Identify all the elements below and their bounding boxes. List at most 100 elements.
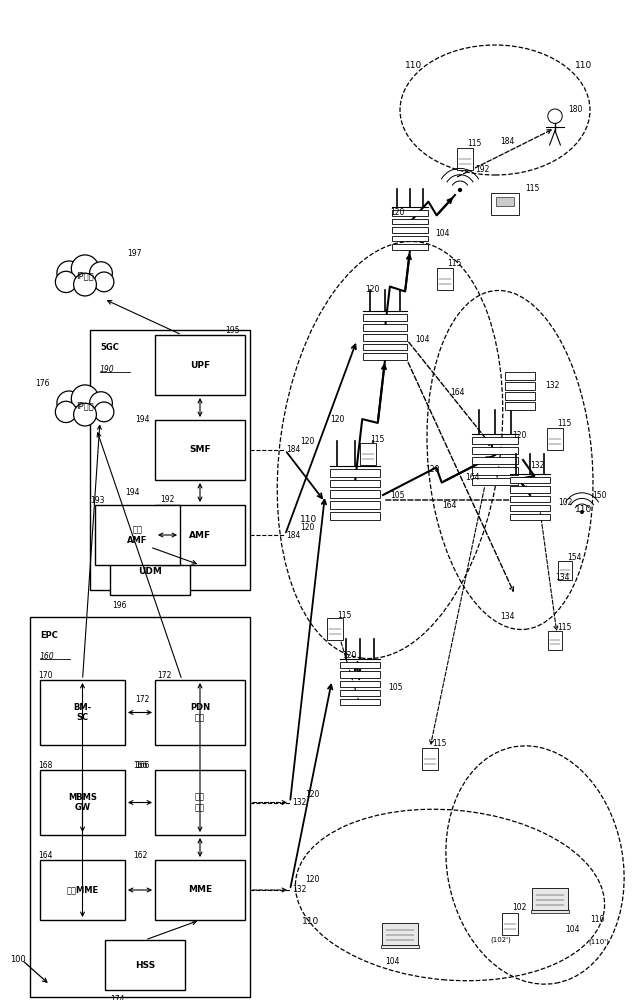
Text: 120: 120 [300,438,314,446]
Bar [510,477,550,483]
Bar [40,860,125,920]
Text: 100: 100 [10,956,26,964]
Bar [472,437,518,444]
Bar [392,236,428,241]
Text: 195: 195 [225,326,240,335]
Bar [330,512,380,520]
Text: 174: 174 [110,996,124,1000]
Bar [510,486,550,493]
Circle shape [74,403,97,426]
Text: 134: 134 [555,572,570,581]
Text: BM-
SC: BM- SC [74,703,91,722]
Bar [327,618,343,640]
Circle shape [74,273,97,296]
Bar [340,681,380,687]
Text: 132: 132 [292,886,306,894]
Text: 166: 166 [133,761,147,770]
Bar [330,501,380,509]
Text: 104: 104 [435,230,450,238]
Bar [40,770,125,835]
Text: 115: 115 [467,139,481,148]
Text: 115: 115 [447,259,462,268]
Text: 120: 120 [305,876,319,884]
Text: 110: 110 [405,60,422,70]
Bar [472,457,518,464]
Text: 110: 110 [302,918,319,926]
Bar [155,860,245,920]
Bar [510,505,550,511]
Text: 164: 164 [465,473,479,482]
Bar [392,244,428,250]
Text: 132: 132 [292,798,306,807]
Bar [491,193,519,215]
Text: 184: 184 [500,137,514,146]
Bar [505,382,535,390]
Bar [472,467,518,475]
Text: 162: 162 [133,850,147,859]
Text: (102'): (102') [490,937,511,943]
Bar [340,662,380,668]
Bar [155,770,245,835]
Bar [155,680,245,745]
Text: EPC: EPC [40,631,58,640]
Text: 132: 132 [530,460,544,470]
Circle shape [581,511,584,513]
Bar [360,443,376,465]
Text: 197: 197 [127,249,142,258]
Text: 120: 120 [425,466,439,475]
Circle shape [94,272,114,292]
Bar [110,547,190,595]
Text: (110'): (110') [588,939,609,945]
Text: 168: 168 [38,761,52,770]
Text: 166: 166 [135,761,150,770]
Text: 115: 115 [432,740,446,748]
Bar [392,227,428,233]
Text: 134: 134 [500,612,514,621]
Bar [340,699,380,705]
Text: 164: 164 [38,850,53,859]
Circle shape [548,109,562,123]
Bar [392,210,428,216]
Bar [531,910,570,913]
Text: 110: 110 [590,916,605,924]
Bar [155,420,245,480]
Bar [510,514,550,520]
Text: SMF: SMF [189,446,211,454]
Text: MBMS
GW: MBMS GW [68,793,97,812]
Text: 120: 120 [342,650,357,660]
Text: 154: 154 [567,554,582,562]
Text: 172: 172 [157,671,171,680]
Text: 160: 160 [40,652,55,661]
Text: 102: 102 [558,498,572,507]
Circle shape [458,189,462,191]
Text: 170: 170 [38,671,53,680]
Bar [340,690,380,696]
Text: 192: 192 [160,495,175,504]
Circle shape [57,391,81,415]
Bar [382,923,418,945]
Circle shape [57,261,81,285]
Text: 104: 104 [565,926,580,934]
Text: 其他MME: 其他MME [67,886,98,894]
Text: 105: 105 [388,682,403,692]
Text: 120: 120 [305,790,319,799]
Text: 120: 120 [330,416,344,424]
Text: 110: 110 [575,60,592,70]
Bar [380,945,419,948]
Circle shape [71,255,98,282]
Bar [547,428,563,450]
Text: 180: 180 [568,105,582,114]
Bar [510,496,550,502]
Text: 192: 192 [475,165,490,174]
Bar [340,671,380,678]
Text: 115: 115 [557,624,572,633]
Text: AMF: AMF [189,530,211,540]
Bar [90,330,250,590]
Circle shape [94,402,114,422]
Text: 120: 120 [300,522,314,532]
Bar [505,372,535,380]
Bar [330,469,380,477]
Bar [457,148,473,170]
Bar [505,402,535,410]
Text: 150: 150 [592,490,606,499]
